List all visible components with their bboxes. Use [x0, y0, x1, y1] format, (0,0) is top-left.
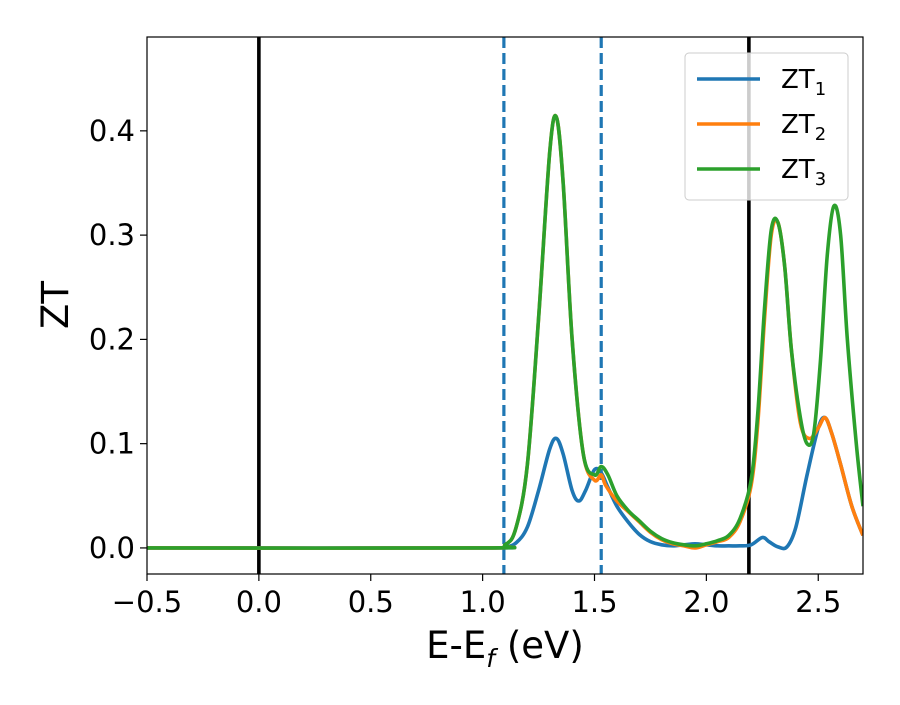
- y-tick-label: 0.4: [89, 114, 135, 148]
- y-tick-label: 0.2: [89, 322, 135, 356]
- x-axis-label: E-Ef (eV): [426, 624, 584, 673]
- y-tick-label: 0.0: [89, 531, 135, 565]
- legend-label-zt2: ZT2: [781, 110, 826, 145]
- legend: ZT1 ZT2 ZT3: [684, 52, 849, 201]
- y-axis-label: ZT: [34, 281, 77, 329]
- series-line-zt3: [147, 113, 863, 550]
- series-line-zt1: [147, 415, 863, 551]
- x-tick-label: −0.5: [112, 585, 182, 619]
- x-tick-label: 2.5: [795, 585, 841, 619]
- plot-frame: [146, 36, 864, 575]
- x-axis: −0.5 0.0 0.5 1.0 1.5 2.0 2.5: [112, 574, 841, 619]
- x-tick-label: 2.0: [683, 585, 729, 619]
- y-axis: 0.0 0.1 0.2 0.3 0.4: [89, 114, 147, 565]
- x-tick-label: 0.5: [348, 585, 394, 619]
- y-tick-label: 0.1: [89, 427, 135, 461]
- legend-label-zt3: ZT3: [781, 155, 826, 190]
- legend-box: [684, 52, 849, 201]
- x-tick-label: 1.0: [460, 585, 506, 619]
- y-tick-label: 0.3: [89, 218, 135, 252]
- x-tick-label: 0.0: [236, 585, 282, 619]
- legend-label-zt1: ZT1: [781, 65, 826, 100]
- series-layer: [147, 113, 863, 551]
- x-tick-label: 1.5: [571, 585, 617, 619]
